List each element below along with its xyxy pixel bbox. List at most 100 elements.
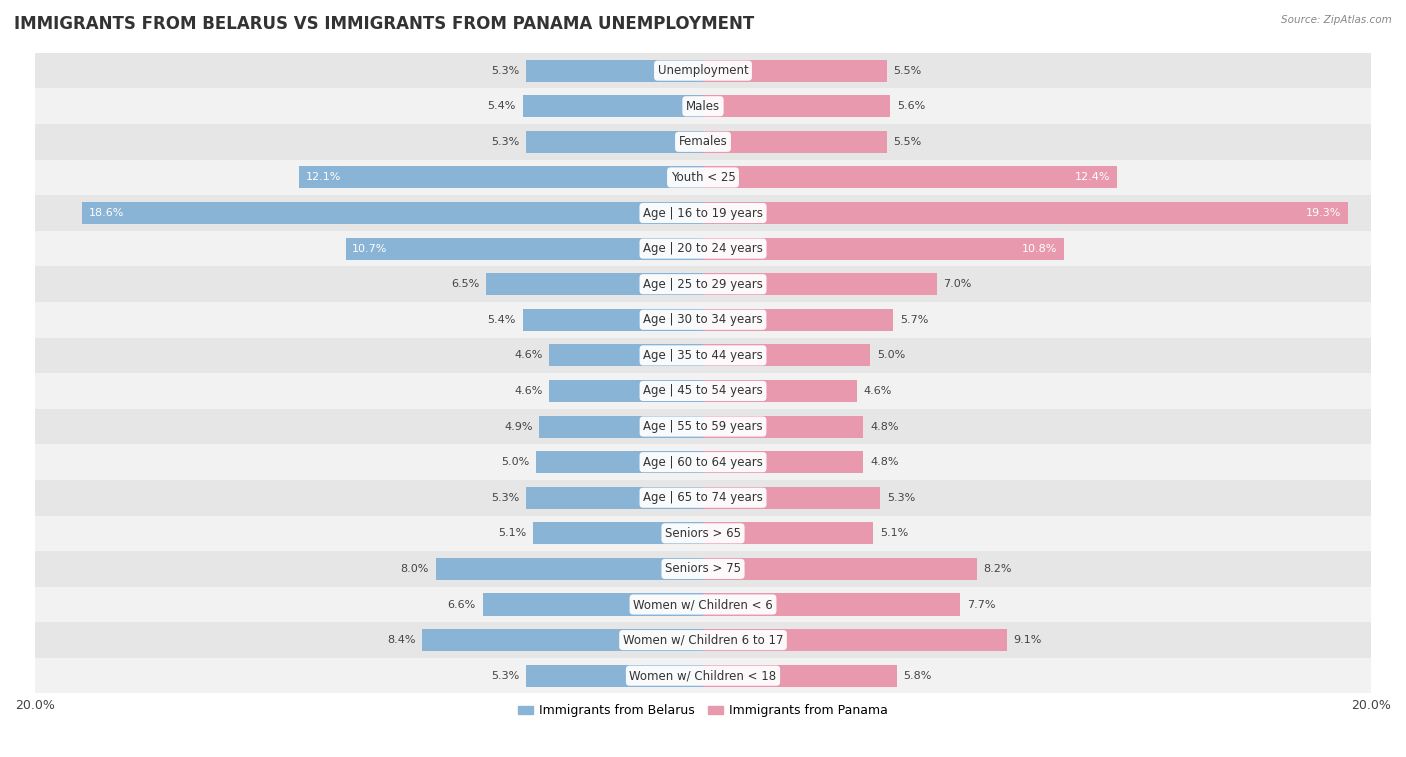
Text: 5.3%: 5.3% bbox=[491, 137, 519, 147]
Text: 7.7%: 7.7% bbox=[967, 600, 995, 609]
Bar bbox=[526, 131, 703, 153]
Text: Age | 65 to 74 years: Age | 65 to 74 years bbox=[643, 491, 763, 504]
Bar bbox=[703, 665, 897, 687]
Bar bbox=[35, 551, 1371, 587]
Bar bbox=[703, 238, 1064, 260]
Bar bbox=[346, 238, 703, 260]
Text: Youth < 25: Youth < 25 bbox=[671, 171, 735, 184]
Text: Age | 20 to 24 years: Age | 20 to 24 years bbox=[643, 242, 763, 255]
Text: 8.0%: 8.0% bbox=[401, 564, 429, 574]
Text: 9.1%: 9.1% bbox=[1014, 635, 1042, 645]
Bar bbox=[35, 373, 1371, 409]
Text: Females: Females bbox=[679, 136, 727, 148]
Bar bbox=[703, 344, 870, 366]
Bar bbox=[82, 202, 703, 224]
Bar bbox=[35, 516, 1371, 551]
Bar bbox=[526, 665, 703, 687]
Bar bbox=[35, 302, 1371, 338]
Text: 5.3%: 5.3% bbox=[887, 493, 915, 503]
Text: 5.5%: 5.5% bbox=[893, 66, 922, 76]
Text: 4.9%: 4.9% bbox=[505, 422, 533, 431]
Bar bbox=[703, 131, 887, 153]
Bar bbox=[35, 195, 1371, 231]
Text: Women w/ Children < 18: Women w/ Children < 18 bbox=[630, 669, 776, 682]
Bar bbox=[703, 380, 856, 402]
Text: 12.1%: 12.1% bbox=[305, 173, 340, 182]
Text: 8.2%: 8.2% bbox=[984, 564, 1012, 574]
Text: 5.4%: 5.4% bbox=[488, 101, 516, 111]
Bar bbox=[540, 416, 703, 438]
Legend: Immigrants from Belarus, Immigrants from Panama: Immigrants from Belarus, Immigrants from… bbox=[513, 699, 893, 722]
Text: 5.1%: 5.1% bbox=[880, 528, 908, 538]
Bar bbox=[35, 160, 1371, 195]
Bar bbox=[35, 124, 1371, 160]
Text: 4.8%: 4.8% bbox=[870, 457, 898, 467]
Bar bbox=[35, 622, 1371, 658]
Text: 6.5%: 6.5% bbox=[451, 279, 479, 289]
Bar bbox=[35, 338, 1371, 373]
Text: 5.5%: 5.5% bbox=[893, 137, 922, 147]
Text: 7.0%: 7.0% bbox=[943, 279, 972, 289]
Bar bbox=[35, 231, 1371, 266]
Bar bbox=[486, 273, 703, 295]
Bar bbox=[526, 487, 703, 509]
Text: Women w/ Children 6 to 17: Women w/ Children 6 to 17 bbox=[623, 634, 783, 646]
Text: Age | 16 to 19 years: Age | 16 to 19 years bbox=[643, 207, 763, 220]
Text: Unemployment: Unemployment bbox=[658, 64, 748, 77]
Text: 19.3%: 19.3% bbox=[1306, 208, 1341, 218]
Bar bbox=[523, 309, 703, 331]
Text: 5.3%: 5.3% bbox=[491, 493, 519, 503]
Bar bbox=[703, 522, 873, 544]
Text: Age | 60 to 64 years: Age | 60 to 64 years bbox=[643, 456, 763, 469]
Text: 12.4%: 12.4% bbox=[1076, 173, 1111, 182]
Bar bbox=[703, 451, 863, 473]
Text: Age | 25 to 29 years: Age | 25 to 29 years bbox=[643, 278, 763, 291]
Text: Seniors > 65: Seniors > 65 bbox=[665, 527, 741, 540]
Text: 8.4%: 8.4% bbox=[387, 635, 416, 645]
Text: 5.6%: 5.6% bbox=[897, 101, 925, 111]
Text: Source: ZipAtlas.com: Source: ZipAtlas.com bbox=[1281, 15, 1392, 25]
Bar bbox=[523, 95, 703, 117]
Bar bbox=[35, 266, 1371, 302]
Text: Age | 55 to 59 years: Age | 55 to 59 years bbox=[643, 420, 763, 433]
Text: 4.8%: 4.8% bbox=[870, 422, 898, 431]
Bar bbox=[703, 416, 863, 438]
Text: 4.6%: 4.6% bbox=[515, 386, 543, 396]
Text: 4.6%: 4.6% bbox=[863, 386, 891, 396]
Text: 10.7%: 10.7% bbox=[353, 244, 388, 254]
Text: Age | 45 to 54 years: Age | 45 to 54 years bbox=[643, 385, 763, 397]
Text: 18.6%: 18.6% bbox=[89, 208, 124, 218]
Bar bbox=[533, 522, 703, 544]
Bar bbox=[35, 587, 1371, 622]
Text: 5.8%: 5.8% bbox=[904, 671, 932, 681]
Bar bbox=[482, 593, 703, 615]
Bar bbox=[35, 480, 1371, 516]
Bar bbox=[703, 95, 890, 117]
Bar bbox=[703, 558, 977, 580]
Bar bbox=[703, 273, 936, 295]
Text: 5.1%: 5.1% bbox=[498, 528, 526, 538]
Bar bbox=[703, 593, 960, 615]
Bar bbox=[550, 380, 703, 402]
Bar bbox=[703, 629, 1007, 651]
Bar bbox=[299, 167, 703, 188]
Text: 6.6%: 6.6% bbox=[447, 600, 475, 609]
Bar bbox=[703, 202, 1348, 224]
Text: 5.0%: 5.0% bbox=[501, 457, 529, 467]
Bar bbox=[536, 451, 703, 473]
Text: 5.0%: 5.0% bbox=[877, 350, 905, 360]
Text: 5.7%: 5.7% bbox=[900, 315, 928, 325]
Bar bbox=[550, 344, 703, 366]
Bar bbox=[526, 60, 703, 82]
Bar bbox=[703, 60, 887, 82]
Text: Males: Males bbox=[686, 100, 720, 113]
Text: 5.3%: 5.3% bbox=[491, 66, 519, 76]
Text: 10.8%: 10.8% bbox=[1022, 244, 1057, 254]
Bar bbox=[35, 53, 1371, 89]
Bar bbox=[35, 89, 1371, 124]
Bar bbox=[422, 629, 703, 651]
Bar bbox=[35, 444, 1371, 480]
Bar bbox=[436, 558, 703, 580]
Bar bbox=[703, 487, 880, 509]
Text: Women w/ Children < 6: Women w/ Children < 6 bbox=[633, 598, 773, 611]
